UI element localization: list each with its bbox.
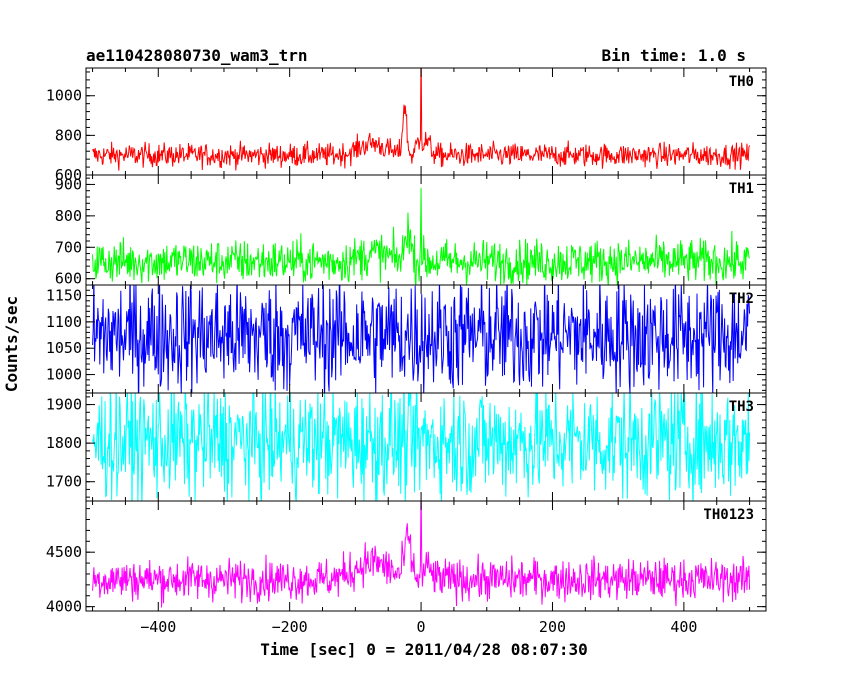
- panel-th0: 600 800 1000 TH0: [46, 67, 767, 184]
- y-tick-label: 4500: [46, 543, 82, 561]
- y-tick-label: 1050: [46, 339, 82, 357]
- y-tick-label: 600: [55, 166, 82, 184]
- light-curve-th3: [92, 393, 751, 501]
- chart-title: ae110428080730_wam3_trn: [86, 46, 308, 65]
- x-tick-label: −200: [272, 618, 308, 636]
- panel-th3: 1700 1800 1900 TH3: [46, 392, 767, 502]
- y-tick-label: 1150: [46, 287, 82, 305]
- channel-label-th0: TH0: [729, 74, 754, 90]
- channel-label-th1: TH1: [729, 181, 754, 197]
- x-tick-label: 200: [539, 618, 566, 636]
- channel-label-th3: TH3: [729, 399, 754, 415]
- y-tick-label: 4000: [46, 598, 82, 616]
- panel-th2: 1000 1050 1100 1150 TH2: [46, 284, 767, 394]
- channel-label-th2: TH2: [729, 291, 754, 307]
- y-tick-label: 900: [55, 175, 82, 193]
- x-axis-label: Time [sec] 0 = 2011/04/28 08:07:30: [260, 640, 588, 659]
- y-axis-label: Counts/sec: [2, 296, 21, 392]
- y-tick-label: 1100: [46, 313, 82, 331]
- y-tick-label: 800: [55, 207, 82, 225]
- panel-th0123: 4000 4500 TH0123: [46, 500, 767, 616]
- bin-time-label: Bin time: 1.0 s: [602, 46, 747, 65]
- light-curve-th2: [92, 285, 751, 393]
- light-curve-th0: [92, 68, 751, 171]
- x-tick-label: 400: [670, 618, 697, 636]
- light-curve-th1: [92, 187, 751, 285]
- panels-group: 600 800 1000 TH0 600 700 800 900 TH1 1000 1050 1100…: [46, 67, 767, 616]
- x-tick-label: −400: [140, 618, 176, 636]
- y-tick-label: 600: [55, 270, 82, 288]
- y-tick-label: 1000: [46, 366, 82, 384]
- panel-frame: [85, 500, 767, 612]
- light-curve-th0123: [92, 501, 751, 608]
- y-tick-label: 1800: [46, 434, 82, 452]
- panel-th1: 600 700 800 900 TH1: [55, 174, 767, 288]
- x-axis: −400 −200 0 200 400: [140, 618, 697, 636]
- x-tick-label: 0: [417, 618, 426, 636]
- y-tick-label: 1000: [46, 87, 82, 105]
- y-tick-label: 800: [55, 126, 82, 144]
- channel-label-th0123: TH0123: [703, 507, 754, 523]
- y-tick-label: 1700: [46, 473, 82, 491]
- y-tick-label: 700: [55, 238, 82, 256]
- y-tick-label: 1900: [46, 396, 82, 414]
